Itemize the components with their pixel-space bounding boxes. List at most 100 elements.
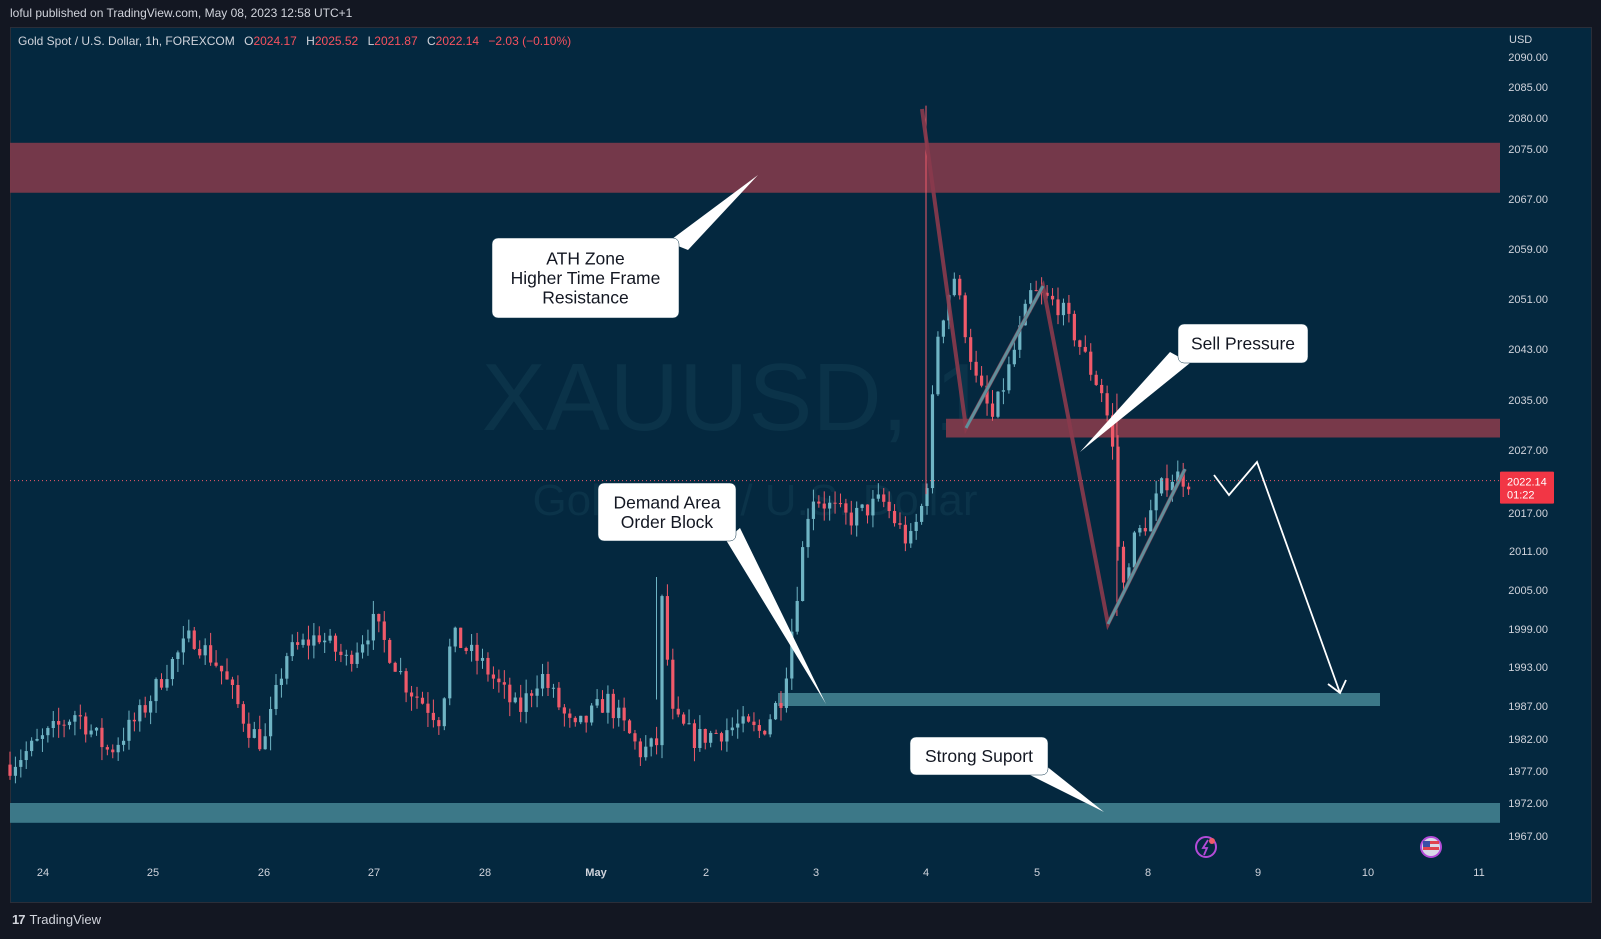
candle-body-148 (811, 501, 816, 519)
candle-body-199 (1089, 351, 1093, 375)
candle-body-7 (46, 728, 50, 736)
brand-name: TradingView (29, 912, 102, 927)
candle-body-42 (236, 685, 240, 705)
candle-body-37 (209, 645, 213, 663)
candle-body-117 (644, 746, 648, 758)
candle-body-89 (491, 674, 496, 679)
time-tick-label-6: 2 (703, 867, 709, 879)
candle-body-13 (78, 715, 82, 717)
candle-body-172 (941, 320, 945, 337)
candle-body-107 (590, 705, 594, 723)
candle-body-98 (540, 673, 545, 689)
price-tick-label-4: 2067.00 (1508, 194, 1548, 206)
time-tick-label-7: 3 (813, 867, 819, 879)
candle-body-208 (1138, 528, 1142, 533)
candle-body-90 (497, 678, 501, 683)
candle-body-77 (426, 703, 430, 713)
low-label: L (367, 34, 375, 48)
candle-body-11 (67, 721, 72, 726)
candle-body-168 (920, 505, 924, 522)
time-axis[interactable]: 24 25 26 27 28 May 2 3 4 5 8 9 10 11 (37, 867, 1485, 879)
candle-body-95 (524, 693, 528, 712)
candle-body-127 (698, 729, 702, 748)
candle-body-189 (1034, 290, 1038, 292)
candle-body-212 (1159, 478, 1164, 494)
candle-body-99 (546, 673, 550, 688)
candle-body-43 (241, 704, 245, 724)
candle-body-181 (990, 403, 995, 417)
lightning-event-icon[interactable] (1195, 836, 1217, 858)
strong-support-callout-box (909, 736, 1049, 776)
candle-body-0 (8, 764, 12, 776)
price-tick-label-10: 2017.00 (1508, 508, 1548, 520)
strong-support-callout-pointer (1030, 765, 1104, 812)
open-label: O (244, 34, 254, 48)
candle-body-201 (1100, 384, 1104, 394)
candle-body-205 (1121, 546, 1126, 583)
candle-body-211 (1154, 493, 1158, 511)
us-flag-event-icon[interactable] (1420, 836, 1442, 858)
time-tick-label-9: 5 (1034, 867, 1040, 879)
demand-area-callout-box (597, 482, 737, 542)
candle-body-49 (274, 684, 278, 710)
candle-body-177 (969, 337, 973, 362)
candle-body-51 (285, 656, 289, 679)
price-tick-label-7: 2043.00 (1508, 344, 1548, 356)
candle-body-60 (333, 635, 338, 652)
candles-layer (8, 105, 1191, 784)
candle-body-180 (985, 385, 989, 404)
candle-body-184 (1007, 364, 1011, 391)
zone-4 (10, 803, 1500, 823)
close-value: 2022.14 (435, 34, 480, 48)
sell-pressure-callout[interactable]: Sell Pressure (1080, 323, 1309, 452)
candle-body-17 (100, 727, 104, 748)
strong-support-callout[interactable]: Strong Suport (909, 736, 1104, 812)
symbol-name[interactable]: Gold Spot / U.S. Dollar, 1h, FOREXCOM (18, 34, 235, 48)
candle-body-169 (925, 488, 929, 506)
symbol-legend[interactable]: Gold Spot / U.S. Dollar, 1h, FOREXCOM O2… (18, 34, 571, 48)
candle-body-73 (404, 671, 408, 693)
candle-body-29 (165, 679, 169, 688)
price-tick-label-14: 1993.00 (1508, 662, 1548, 674)
candle-body-63 (350, 654, 354, 664)
sell-pressure-callout-box (1177, 323, 1309, 364)
price-tick-label-13: 1999.00 (1508, 624, 1548, 636)
ath-zone-callout-pointer (668, 175, 758, 250)
candle-body-171 (936, 336, 940, 395)
candle-body-28 (159, 679, 164, 688)
candle-body-197 (1078, 340, 1082, 347)
candle-body-111 (611, 693, 615, 719)
time-tick-label-12: 10 (1362, 867, 1374, 879)
candle-body-39 (219, 665, 224, 672)
projection-arrowhead (1327, 679, 1347, 695)
candle-body-4 (30, 740, 34, 752)
candle-body-215 (1176, 471, 1180, 482)
candle-body-153 (838, 503, 843, 505)
price-tick-label-2: 2080.00 (1508, 113, 1548, 125)
candle-body-93 (513, 697, 517, 703)
candle-body-150 (822, 503, 826, 509)
candle-body-183 (1001, 390, 1006, 392)
candle-body-38 (214, 662, 218, 666)
candle-body-198 (1083, 346, 1087, 352)
candle-body-61 (339, 651, 343, 656)
candle-body-75 (415, 696, 419, 698)
candle-body-23 (132, 719, 136, 722)
candle-body-101 (557, 687, 561, 708)
time-tick-label-5: May (585, 867, 607, 879)
price-tick-label-19: 1967.00 (1508, 831, 1548, 843)
candle-body-149 (817, 501, 821, 504)
candle-body-57 (317, 635, 321, 643)
brand[interactable]: 17 TradingView (12, 912, 101, 927)
sell-pressure-callout-pointer (1080, 352, 1190, 452)
open-value: 2024.17 (253, 34, 297, 48)
price-axis[interactable]: USD 2090.00 2085.00 2080.00 2075.00 2067.00 20… (1500, 34, 1554, 843)
candle-body-79 (437, 720, 441, 727)
ath-zone-callout-text-2: Resistance (542, 288, 629, 308)
candle-body-5 (35, 738, 39, 741)
candle-body-16 (94, 727, 99, 731)
candle-body-136 (746, 716, 751, 722)
